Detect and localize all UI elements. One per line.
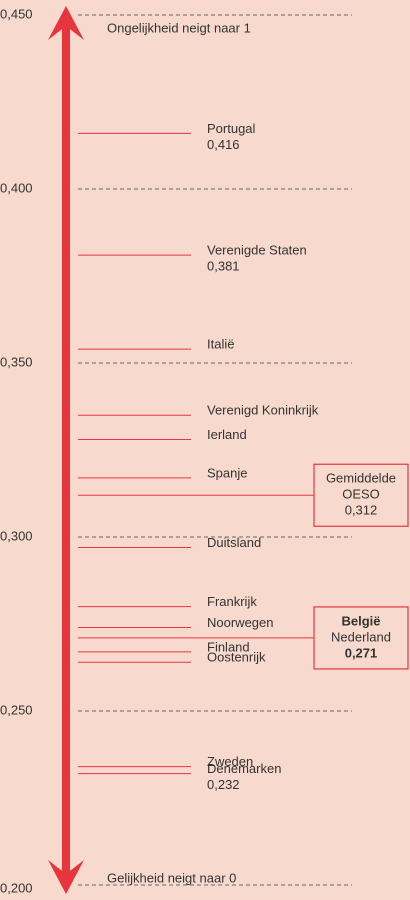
item-label: Noorwegen: [207, 615, 274, 630]
label-box: [313, 463, 409, 527]
y-tick-label: 0,300: [0, 528, 33, 543]
axis-shaft: [62, 25, 70, 875]
arrow-head-top: [48, 6, 84, 40]
y-tick-label: 0,450: [0, 6, 33, 21]
y-tick-label: 0,400: [0, 180, 33, 195]
value-label: 0,381: [207, 259, 240, 274]
arrow-head-bottom: [48, 860, 84, 894]
value-label: 0,232: [207, 777, 240, 792]
item-label: Verenigd Koninkrijk: [207, 403, 319, 418]
value-label: 0,271: [345, 645, 378, 660]
label-box: [313, 606, 409, 670]
item-label: Zweden: [207, 754, 253, 769]
item-label: Verenigde Staten: [207, 243, 307, 258]
annotation: Ongelijkheid neigt naar 1: [107, 20, 251, 35]
item-label: Frankrijk: [207, 594, 257, 609]
item-label: België: [341, 613, 380, 628]
item-label: Gemiddelde: [326, 471, 396, 486]
y-tick-label: 0,350: [0, 354, 33, 369]
item-label: Finland: [207, 639, 250, 654]
annotation: Gelijkheid neigt naar 0: [107, 870, 236, 885]
item-label: Oostenrijk: [207, 650, 266, 665]
y-tick-label: 0,250: [0, 702, 33, 717]
item-label: Duitsland: [207, 535, 261, 550]
y-tick-label: 0,200: [0, 880, 33, 895]
item-label: Denemarken: [207, 761, 281, 776]
item-label: Nederland: [331, 629, 391, 644]
value-label: 0,312: [345, 503, 378, 518]
item-label: Ierland: [207, 427, 247, 442]
item-label: Spanje: [207, 465, 247, 480]
item-label: OESO: [342, 487, 380, 502]
value-label: 0,416: [207, 137, 240, 152]
item-label: Italië: [207, 337, 234, 352]
item-label: Portugal: [207, 121, 256, 136]
